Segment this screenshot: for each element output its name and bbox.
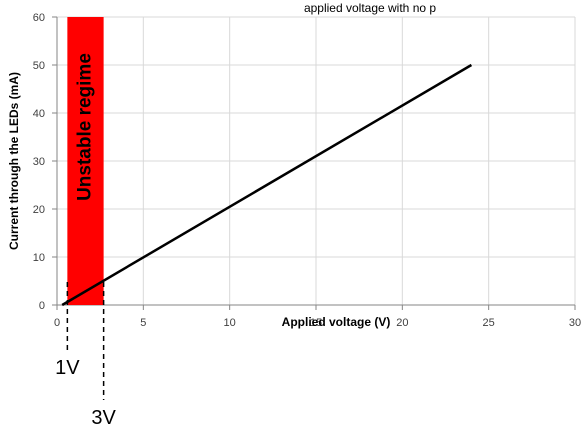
y-tick-label: 40: [33, 108, 45, 120]
series-group: [61, 63, 473, 307]
current-voltage-line: [61, 63, 473, 307]
y-tick-label: 10: [33, 252, 45, 264]
voltage-marker-label: 3V: [91, 407, 116, 429]
y-tick-label: 20: [33, 204, 45, 216]
x-axis-label: Applied voltage (V): [282, 315, 391, 329]
unstable-regime-label: Unstable regime: [75, 53, 96, 201]
unstable-regime-region: Unstable regime: [67, 17, 104, 305]
y-axis-label: Current through the LEDs (mA): [7, 72, 21, 250]
y-tick-label: 60: [33, 12, 45, 24]
x-tick-label: 20: [396, 317, 408, 329]
axes: 0 5 10 15 20 25 30 0 10 20 30 40 50 60: [33, 12, 581, 329]
x-tick-label: 15: [310, 317, 322, 329]
x-tick-label: 10: [224, 317, 236, 329]
y-tick-label: 30: [33, 156, 45, 168]
voltage-marker-label: 1V: [55, 357, 80, 379]
unstable-regime-band: [67, 17, 104, 305]
x-tick-label: 0: [54, 317, 60, 329]
x-tick-label: 25: [483, 317, 495, 329]
y-tick-label: 0: [39, 300, 45, 312]
y-tick-label: 50: [33, 60, 45, 72]
chart-title-partial: applied voltage with no p: [304, 1, 436, 15]
x-tick-label: 5: [140, 317, 146, 329]
voltage-markers: 1V 3V: [55, 282, 117, 429]
x-tick-label: 30: [569, 317, 581, 329]
